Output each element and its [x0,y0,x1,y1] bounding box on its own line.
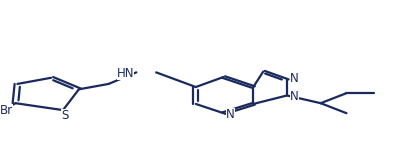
Text: N: N [226,108,235,121]
Text: N: N [290,90,298,103]
Text: S: S [61,109,69,122]
Text: N: N [290,72,298,85]
Text: Br: Br [0,104,13,117]
Text: HN: HN [117,67,135,80]
